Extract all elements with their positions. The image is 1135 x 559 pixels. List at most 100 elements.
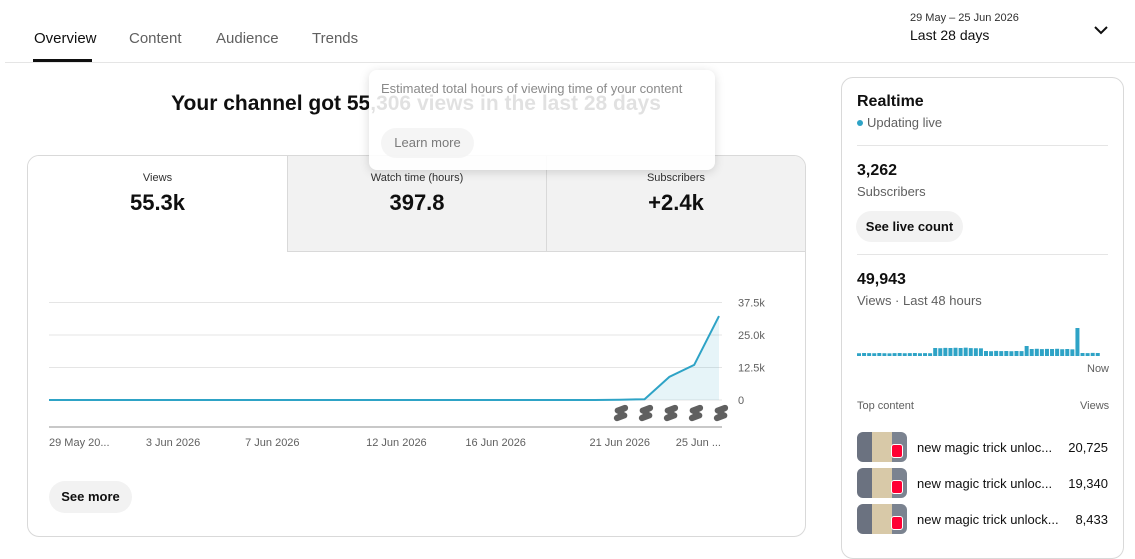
top-content-column: Views xyxy=(1080,400,1110,412)
spark-bar xyxy=(968,348,973,356)
see-live-count-button[interactable]: See live count xyxy=(856,211,963,242)
spark-bar xyxy=(1090,352,1095,356)
see-more-button[interactable]: See more xyxy=(49,481,132,513)
spark-bar xyxy=(984,351,988,356)
metric-tab[interactable]: Watch time (hours) 397.8 xyxy=(287,156,546,252)
shorts-badge xyxy=(891,480,903,494)
spark-bar xyxy=(867,353,872,356)
spark-bar xyxy=(953,347,958,356)
spark-bar xyxy=(882,353,887,356)
tooltip-text: Estimated total hours of viewing time of… xyxy=(381,81,683,96)
spark-bar xyxy=(938,348,943,356)
spark-bar xyxy=(1044,348,1049,356)
y-tick-label: 37.5k xyxy=(738,298,765,310)
spark-bar xyxy=(1004,351,1009,356)
spark-bar xyxy=(1060,349,1065,356)
tab[interactable]: Content xyxy=(129,30,182,47)
tab-indicator xyxy=(33,59,92,62)
x-tick-label: 3 Jun 2026 xyxy=(146,437,200,449)
content-title: new magic trick unloc... xyxy=(917,476,1053,491)
spark-bar xyxy=(877,353,882,356)
spark-bar xyxy=(928,353,933,356)
metric-label: Views xyxy=(142,172,173,184)
y-tick-label: 0 xyxy=(738,395,744,407)
spark-bar xyxy=(887,353,892,356)
spark-bar xyxy=(943,347,948,356)
content-title: new magic trick unloc... xyxy=(917,440,1053,455)
dropdown-chevron[interactable] xyxy=(1093,24,1109,36)
realtime-title: Realtime xyxy=(857,93,924,110)
spark-bar xyxy=(1070,349,1075,356)
content-views: 20,725 xyxy=(1068,440,1108,455)
spark-bar xyxy=(892,353,897,356)
content-views: 8,433 xyxy=(1075,512,1108,527)
divider xyxy=(5,62,1135,63)
learn-more-button[interactable]: Learn more xyxy=(381,128,474,158)
shorts-icons xyxy=(613,404,729,422)
metric-tab[interactable]: Views 55.3k xyxy=(28,156,287,252)
spark-bar xyxy=(1055,348,1060,356)
date-range-label[interactable]: Last 28 days xyxy=(910,27,990,43)
spark-bar xyxy=(897,353,902,356)
subscriber-label: Subscribers xyxy=(857,184,926,199)
tab[interactable]: Overview xyxy=(34,30,97,47)
x-tick-label: 7 Jun 2026 xyxy=(245,437,299,449)
area xyxy=(49,316,719,400)
views-count: 49,943 xyxy=(857,271,906,288)
spark-bar xyxy=(1050,349,1055,356)
spark-bar xyxy=(1065,349,1070,356)
spark-bar xyxy=(1095,353,1100,356)
spark-bar xyxy=(872,353,877,356)
thumbnail xyxy=(857,432,907,462)
metric-value: +2.4k xyxy=(648,190,704,215)
subscriber-count: 3,262 xyxy=(857,162,898,179)
spark-bar xyxy=(1019,351,1024,356)
spark-bar xyxy=(1039,349,1044,356)
spark-bar xyxy=(902,353,907,356)
spark-bar xyxy=(978,348,983,356)
x-tick-label: 21 Jun 2026 xyxy=(589,437,650,449)
views-label: Views · Last 48 hours xyxy=(857,293,982,308)
spark-bar xyxy=(923,353,928,356)
spark-bar xyxy=(1029,349,1034,356)
metric-value: 55.3k xyxy=(129,190,186,215)
y-tick-label: 25.0k xyxy=(738,330,765,342)
divider xyxy=(857,145,1108,146)
spark-bar xyxy=(907,353,912,356)
spark-bar xyxy=(1024,346,1029,356)
spark-bar xyxy=(1014,351,1019,356)
spark-bar xyxy=(989,351,994,356)
now-label: Now xyxy=(1087,363,1110,375)
x-tick-label: 29 May 20... xyxy=(49,437,110,449)
realtime-status: Updating live xyxy=(867,115,943,130)
content-title: new magic trick unlock... xyxy=(917,512,1059,527)
spark-bar xyxy=(862,353,867,356)
metric-label: Watch time (hours) xyxy=(370,172,464,184)
metric-value: 397.8 xyxy=(389,190,445,215)
spark-bar xyxy=(912,353,917,356)
spark-bar xyxy=(917,353,922,356)
views-sparkline xyxy=(857,328,1100,356)
x-tick-label: 16 Jun 2026 xyxy=(465,437,526,449)
spark-bar xyxy=(973,348,978,356)
views-chart: 0 12.5k 25.0k 37.5k 29 May 20... 3 Jun 2026 7 … xyxy=(48,298,765,449)
spark-bar xyxy=(948,348,953,356)
spark-bar xyxy=(1080,353,1085,356)
spark-bar xyxy=(963,347,968,356)
thumbnail xyxy=(857,468,907,498)
spark-bar xyxy=(1085,353,1090,356)
tab[interactable]: Trends xyxy=(312,30,359,47)
tab[interactable]: Audience xyxy=(216,30,279,47)
tooltip: Estimated total hours of viewing time of… xyxy=(369,70,715,170)
spark-bar xyxy=(958,348,963,356)
spark-bar xyxy=(999,351,1004,356)
x-tick-label: 25 Jun ... xyxy=(676,437,721,449)
overview-card: Views 55.3k Watch time (hours) 397.8 Sub… xyxy=(27,155,806,537)
spark-bar xyxy=(1009,351,1014,356)
metric-tab[interactable]: Subscribers +2.4k xyxy=(546,156,805,252)
content-views: 19,340 xyxy=(1068,476,1108,491)
spark-bar xyxy=(1075,328,1080,356)
spark-bar xyxy=(1034,348,1039,356)
live-dot xyxy=(857,120,863,126)
thumbnail xyxy=(857,504,907,534)
